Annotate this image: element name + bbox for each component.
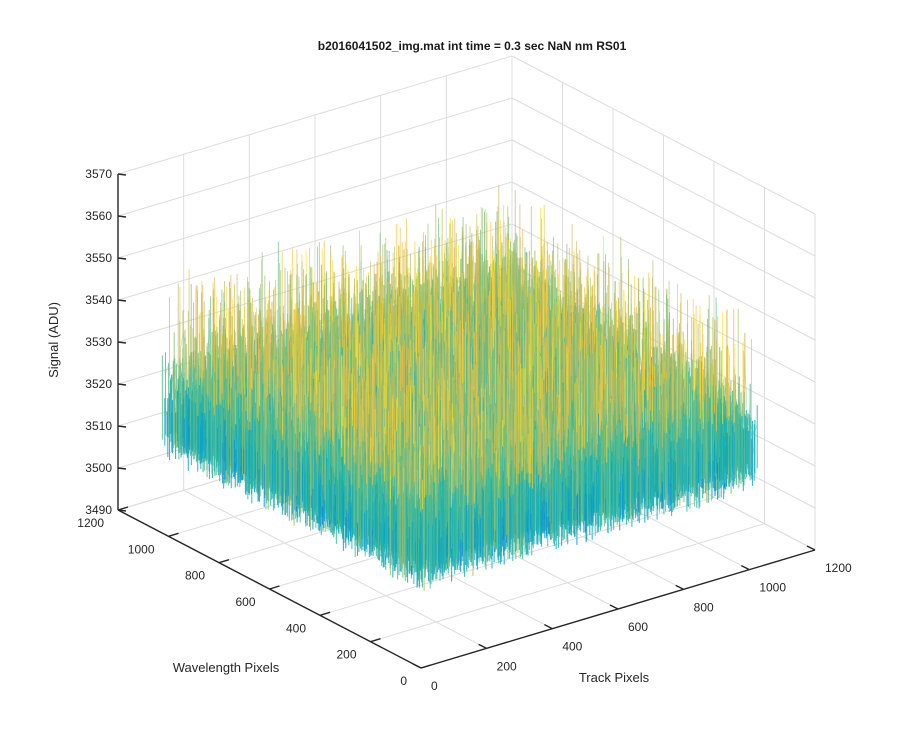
side-wall-grid-z	[511, 223, 816, 383]
back-wall-grid-z	[117, 97, 513, 217]
back-wall-grid-z	[117, 181, 513, 301]
floor-grid-y	[370, 523, 765, 643]
back-wall-grid-z	[117, 55, 513, 175]
surface-mesh	[161, 185, 758, 592]
side-wall-grid-z	[511, 139, 816, 299]
side-wall-grid-z	[511, 181, 816, 341]
side-wall-grid-z	[511, 97, 816, 257]
back-wall-grid-z	[117, 139, 513, 259]
side-wall-grid-z	[511, 55, 816, 215]
